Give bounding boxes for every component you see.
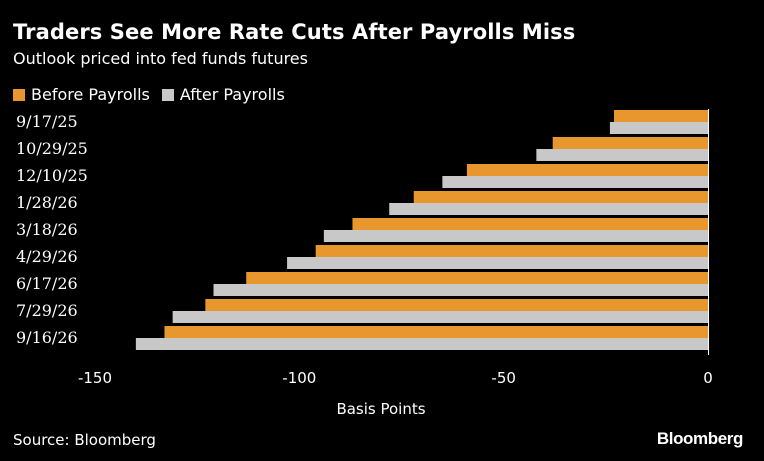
bar-after bbox=[389, 203, 708, 215]
x-tick-label: -150 bbox=[78, 369, 112, 387]
x-tick-label: -50 bbox=[491, 369, 516, 387]
bar-before bbox=[164, 326, 708, 338]
y-tick-label: 6/17/26 bbox=[16, 274, 78, 293]
legend-label-before: Before Payrolls bbox=[31, 85, 150, 104]
bar-after bbox=[442, 176, 708, 188]
bar-before bbox=[466, 164, 708, 176]
y-tick-label: 10/29/25 bbox=[16, 139, 88, 158]
legend-swatch-before bbox=[13, 88, 25, 101]
y-tick-label: 7/29/26 bbox=[16, 301, 78, 320]
y-tick-label: 9/16/26 bbox=[16, 328, 78, 347]
y-tick-label: 12/10/25 bbox=[16, 166, 88, 185]
y-tick-label: 9/17/25 bbox=[16, 112, 78, 131]
bar-after bbox=[609, 122, 708, 134]
legend-item-before: Before Payrolls bbox=[13, 85, 150, 104]
bloomberg-logo: Bloomberg bbox=[656, 429, 744, 448]
bar-after bbox=[172, 311, 708, 323]
x-axis-label: Basis Points bbox=[336, 400, 425, 418]
x-tick-label: -100 bbox=[282, 369, 316, 387]
source-note: Source: Bloomberg bbox=[13, 431, 156, 449]
bar-after bbox=[287, 257, 708, 269]
bar-after bbox=[213, 284, 708, 296]
bar-before bbox=[205, 299, 708, 311]
y-tick-label: 1/28/26 bbox=[16, 193, 78, 212]
bar-before bbox=[352, 218, 708, 230]
legend-item-after: After Payrolls bbox=[161, 85, 285, 104]
bar-after bbox=[536, 149, 708, 161]
y-tick-label: 4/29/26 bbox=[16, 247, 78, 266]
legend: Before Payrolls After Payrolls bbox=[13, 85, 297, 104]
chart-subtitle: Outlook priced into fed funds futures bbox=[13, 49, 308, 68]
y-tick-label: 3/18/26 bbox=[16, 220, 78, 239]
bar-before bbox=[614, 110, 708, 122]
legend-label-after: After Payrolls bbox=[179, 85, 285, 104]
bar-before bbox=[413, 191, 708, 203]
bar-before bbox=[552, 137, 708, 149]
bar-before bbox=[315, 245, 708, 257]
chart-title: Traders See More Rate Cuts After Payroll… bbox=[13, 20, 576, 44]
bar-after bbox=[323, 230, 708, 242]
legend-swatch-after bbox=[161, 88, 174, 101]
bar-before bbox=[246, 272, 708, 284]
x-tick-label: 0 bbox=[703, 369, 713, 387]
bar-after bbox=[135, 338, 708, 350]
